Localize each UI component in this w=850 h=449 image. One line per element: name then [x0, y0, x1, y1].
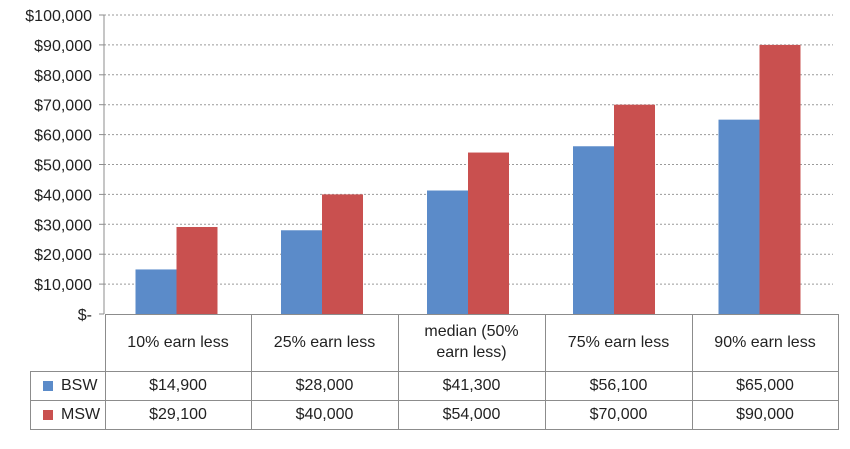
y-tick-label: $50,000: [34, 158, 92, 175]
bar-bsw: [135, 269, 177, 314]
data-table: 10% earn less 25% earn less median (50% …: [30, 314, 839, 430]
y-tick-label: $60,000: [34, 128, 92, 145]
legend-entry-msw: MSW: [30, 400, 106, 430]
category-label-text: 10% earn less: [127, 333, 229, 351]
data-label: $28,000: [250, 371, 399, 401]
bar-msw: [759, 44, 801, 315]
bar-msw: [322, 194, 363, 314]
category-label: 10% earn less: [104, 314, 252, 372]
legend-swatch-bsw: [43, 380, 53, 391]
legend-swatch-msw: [43, 409, 53, 420]
y-axis-tick-labels: $-$10,000$20,000$30,000$40,000$50,000$60…: [25, 8, 104, 324]
y-tick-label: $40,000: [34, 187, 92, 204]
table-corner: [30, 314, 106, 372]
data-label: $90,000: [691, 400, 839, 430]
bar-msw: [468, 152, 509, 314]
y-tick-label: $80,000: [34, 68, 92, 85]
series-row-bsw: BSW $14,900 $28,000 $41,300 $56,100 $65,…: [30, 371, 839, 401]
category-label: 75% earn less: [544, 314, 693, 372]
category-label: 25% earn less: [250, 314, 399, 372]
category-row: 10% earn less 25% earn less median (50% …: [30, 314, 839, 372]
y-tick-label: $100,000: [25, 8, 92, 25]
category-label-text: 25% earn less: [273, 333, 376, 351]
legend-entry-bsw: BSW: [30, 371, 106, 401]
data-label: $54,000: [397, 400, 546, 430]
data-label: $40,000: [250, 400, 399, 430]
data-label: $41,300: [397, 371, 546, 401]
y-tick-label: $10,000: [34, 277, 92, 294]
bar-bsw: [281, 230, 322, 314]
y-tick-label: $90,000: [34, 38, 92, 55]
y-tick-label: $20,000: [34, 247, 92, 264]
bar-series: [135, 44, 801, 315]
data-label: $70,000: [544, 400, 693, 430]
legend-label: MSW: [61, 406, 101, 423]
y-tick-label: $30,000: [34, 217, 92, 234]
data-label: $56,100: [544, 371, 693, 401]
bar-bsw: [718, 119, 760, 315]
bar-msw: [614, 104, 655, 314]
bar-bsw: [427, 190, 468, 314]
data-label: $29,100: [104, 400, 252, 430]
legend-label: BSW: [61, 377, 98, 394]
category-label-text: 75% earn less: [567, 333, 670, 351]
bar-bsw: [573, 146, 614, 314]
data-label: $65,000: [691, 371, 839, 401]
category-label-text: 90% earn less: [714, 333, 816, 351]
category-label-text: median (50% earn less): [424, 323, 519, 361]
category-label: 90% earn less: [691, 314, 839, 372]
data-label: $14,900: [104, 371, 252, 401]
category-label: median (50% earn less): [397, 314, 546, 372]
y-tick-label: $70,000: [34, 98, 92, 115]
bar-msw: [176, 226, 218, 314]
series-row-msw: MSW $29,100 $40,000 $54,000 $70,000 $90,…: [30, 400, 839, 430]
